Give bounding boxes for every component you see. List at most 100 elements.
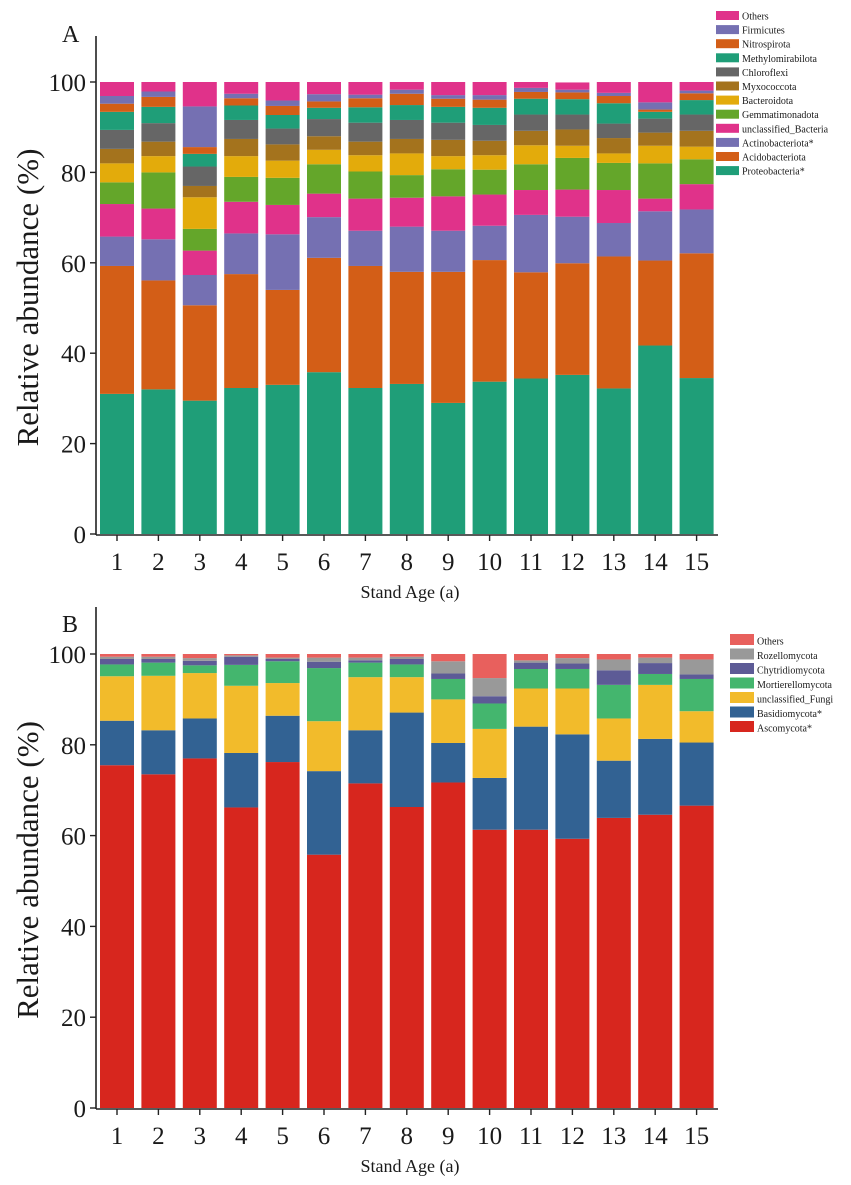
- bar-segment-a-7-chloroflexi: [348, 122, 383, 142]
- bar-segment-b-14-unclassified-fungi: [638, 684, 673, 739]
- bar-segment-a-4-bacteroidota: [224, 156, 259, 177]
- bar-segment-a-6-nitrospirota: [307, 101, 341, 108]
- bar-segment-a-7-gemmatimonadota: [348, 171, 383, 199]
- bar-segment-a-11-gemmatimonadota: [514, 164, 548, 191]
- bar-segment-b-15-others: [679, 654, 714, 660]
- x-tick-label-b-1: 1: [111, 1123, 124, 1150]
- bar-segment-b-15-ascomycota-: [679, 805, 714, 1108]
- bar-segment-b-3-unclassified-fungi: [182, 673, 217, 719]
- bar-segment-a-5-gemmatimonadota: [265, 177, 300, 205]
- x-tick-label-b-9: 9: [442, 1123, 455, 1150]
- bar-segment-a-13-gemmatimonadota: [596, 162, 631, 191]
- bar-segment-b-12-rozellomycota: [555, 658, 590, 664]
- bar-segment-a-2-myxococcota: [141, 141, 176, 157]
- bar-segment-a-2-firmicutes: [141, 91, 176, 97]
- bar-segment-a-10-others: [472, 82, 507, 96]
- bar-segment-a-15-gemmatimonadota: [679, 159, 714, 185]
- bar-segment-b-9-rozellomycota: [431, 661, 466, 674]
- bar-segment-a-3-nitrospirota: [182, 147, 217, 154]
- legend-swatch-a-firmicutes: [716, 25, 739, 35]
- bar-segment-a-15-chloroflexi: [679, 114, 714, 131]
- bar-segment-b-12-ascomycota-: [555, 838, 590, 1108]
- bar-segment-a-4-gemmatimonadota: [224, 176, 259, 202]
- bar-segment-a-1-others: [100, 82, 134, 97]
- bar-segment-a-6-actinobacteriota-: [307, 217, 341, 258]
- bar-segment-b-15-unclassified-fungi: [679, 711, 714, 743]
- x-tick-label-b-4: 4: [235, 1123, 248, 1150]
- bar-segment-a-2-bacteroidota: [141, 156, 176, 173]
- bar-segment-b-11-basidiomycota-: [514, 726, 548, 830]
- x-tick-label-a-14: 14: [643, 549, 669, 576]
- bar-segment-a-3-gemmatimonadota: [182, 228, 217, 251]
- bar-segment-a-4-nitrospirota: [224, 98, 259, 106]
- bar-segment-b-12-others: [555, 654, 590, 659]
- x-tick-label-a-2: 2: [152, 549, 165, 576]
- bar-segment-b-2-unclassified-fungi: [141, 675, 176, 731]
- bar-segment-a-7-myxococcota: [348, 141, 383, 156]
- bar-segment-b-8-unclassified-fungi: [389, 677, 424, 713]
- bar-segment-b-1-ascomycota-: [100, 765, 134, 1108]
- bar-segment-a-2-gemmatimonadota: [141, 172, 176, 209]
- bar-segment-a-3-firmicutes: [182, 106, 217, 148]
- bar-segment-b-7-ascomycota-: [348, 783, 383, 1108]
- bar-segment-a-8-myxococcota: [389, 138, 424, 154]
- bar-segment-a-14-firmicutes: [638, 102, 673, 110]
- bar-segment-a-7-firmicutes: [348, 94, 383, 99]
- bar-segment-a-13-bacteroidota: [596, 153, 631, 163]
- x-tick-label-b-5: 5: [276, 1123, 289, 1150]
- bar-segment-a-14-actinobacteriota-: [638, 211, 673, 261]
- y-tick-label-b-80: 80: [61, 733, 86, 760]
- bar-segment-b-6-others: [307, 654, 341, 658]
- bar-segment-b-6-rozellomycota: [307, 657, 341, 662]
- bar-segment-b-5-others: [265, 654, 300, 658]
- bar-segment-a-10-unclassified-bacteria: [472, 194, 507, 226]
- bar-segment-a-12-firmicutes: [555, 89, 590, 93]
- x-tick-label-b-6: 6: [318, 1123, 331, 1150]
- bar-segment-a-4-unclassified-bacteria: [224, 201, 259, 234]
- bar-segment-a-4-proteobacteria-: [224, 388, 259, 534]
- bar-segment-a-5-firmicutes: [265, 100, 300, 106]
- bar-segment-a-9-gemmatimonadota: [431, 169, 466, 197]
- bar-segment-b-2-basidiomycota-: [141, 730, 176, 775]
- x-tick-label-a-13: 13: [601, 549, 626, 576]
- bar-segment-a-6-firmicutes: [307, 94, 341, 102]
- legend-swatch-a-chloroflexi: [716, 67, 739, 77]
- bar-segment-a-10-myxococcota: [472, 140, 507, 156]
- bar-segment-a-15-nitrospirota: [679, 93, 714, 101]
- bar-segment-a-2-unclassified-bacteria: [141, 208, 176, 240]
- legend-swatch-a-actinobacteriota-: [716, 137, 739, 147]
- bar-segment-a-2-actinobacteriota-: [141, 239, 176, 281]
- bar-segment-b-3-mortierellomycota: [182, 665, 217, 674]
- legend-label-a-acidobacteriota: Acidobacteriota: [742, 153, 806, 164]
- bar-segment-a-7-methylomirabilota: [348, 107, 383, 123]
- bar-segment-b-14-rozellomycota: [638, 657, 673, 664]
- legend-label-a-bacteroidota: Bacteroidota: [742, 96, 794, 107]
- bar-segment-a-7-actinobacteriota-: [348, 230, 383, 266]
- bar-segment-b-5-unclassified-fungi: [265, 683, 300, 716]
- x-tick-label-b-8: 8: [401, 1123, 414, 1150]
- bar-segment-a-11-myxococcota: [514, 130, 548, 146]
- bar-segment-b-6-ascomycota-: [307, 854, 341, 1108]
- x-tick-label-a-11: 11: [519, 549, 543, 576]
- bar-segment-a-6-myxococcota: [307, 136, 341, 150]
- y-tick-label-b-20: 20: [61, 1005, 86, 1032]
- x-axis-label-b: Stand Age (a): [361, 1156, 460, 1177]
- bar-segment-a-14-proteobacteria-: [638, 345, 673, 534]
- bar-segment-b-6-unclassified-fungi: [307, 721, 341, 772]
- bar-segment-a-1-methylomirabilota: [100, 111, 134, 130]
- bar-segment-a-4-actinobacteriota-: [224, 233, 259, 275]
- bar-segment-b-9-basidiomycota-: [431, 742, 466, 783]
- bar-segment-a-6-proteobacteria-: [307, 372, 341, 534]
- x-tick-label-b-7: 7: [359, 1123, 372, 1150]
- bar-segment-b-3-chytridiomycota: [182, 660, 217, 666]
- bar-segment-a-15-acidobacteriota: [679, 253, 714, 379]
- bar-segment-a-9-unclassified-bacteria: [431, 196, 466, 231]
- y-tick-label-a-40: 40: [61, 341, 86, 368]
- bar-segment-b-13-basidiomycota-: [596, 760, 631, 818]
- y-tick-label-a-0: 0: [74, 522, 87, 549]
- bar-segment-a-1-firmicutes: [100, 96, 134, 104]
- x-tick-label-b-15: 15: [684, 1123, 709, 1150]
- bar-segment-a-3-myxococcota: [182, 185, 217, 198]
